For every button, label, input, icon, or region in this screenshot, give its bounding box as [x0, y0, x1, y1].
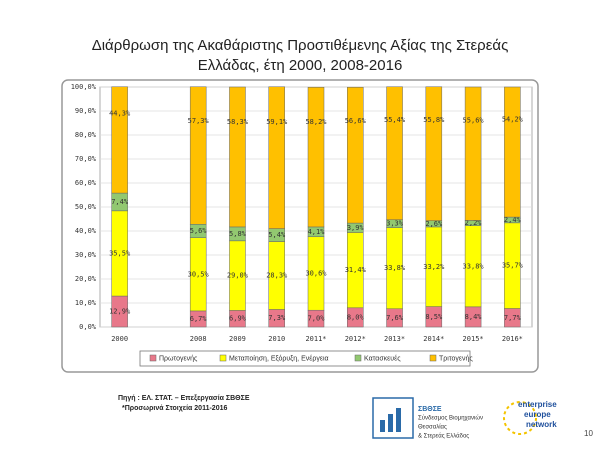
y-tick-label: 20,0%	[75, 275, 97, 283]
data-label: 55,4%	[384, 116, 406, 124]
bar-segment	[229, 86, 246, 228]
x-tick-label: 2008	[190, 335, 207, 343]
data-label: 8,5%	[425, 313, 443, 321]
data-label: 58,2%	[305, 118, 327, 126]
data-label: 59,1%	[266, 118, 288, 126]
logo-text: Σύνδεσμος Βιομηχανιών	[418, 416, 483, 422]
y-tick-label: 50,0%	[75, 203, 97, 211]
data-label: 5,6%	[190, 227, 208, 235]
y-tick-label: 10,0%	[75, 299, 97, 307]
data-label: 8,4%	[465, 313, 483, 321]
x-tick-label: 2011*	[305, 335, 326, 343]
source: Πηγή : ΕΛ. ΣΤΑΤ. – Επεξεργασία ΣΒΘΣΕ	[118, 395, 250, 402]
logo-shape	[396, 408, 401, 432]
logo-text: enterprise	[518, 400, 557, 409]
y-tick-label: 80,0%	[75, 131, 97, 139]
bar-segment	[425, 86, 443, 221]
data-label: 7,6%	[386, 314, 404, 322]
legend-swatch	[429, 354, 437, 362]
data-label: 8,0%	[347, 313, 365, 321]
data-label: 29,0%	[227, 272, 249, 280]
bar-segment	[111, 86, 128, 194]
data-label: 6,9%	[229, 315, 247, 323]
legend-label: Κατασκευές	[364, 354, 401, 362]
data-label: 3,9%	[347, 224, 365, 232]
legend-label: Πρωτογενής	[159, 355, 198, 362]
data-label: 7,7%	[504, 314, 522, 322]
x-tick-label: 2000	[111, 335, 128, 343]
data-label: 30,6%	[305, 269, 327, 277]
data-label: 54,2%	[502, 116, 524, 124]
note: *Προσωρινά Στοιχεία 2011-2016	[122, 405, 227, 412]
y-tick-label: 30,0%	[75, 251, 97, 259]
x-tick-label: 2010	[268, 335, 285, 343]
x-tick-label: 2013*	[384, 335, 405, 343]
data-label: 57,3%	[188, 117, 210, 125]
bar-segment	[268, 86, 285, 229]
logo-text: & Στερεάς Ελλάδος	[418, 433, 469, 440]
data-label: 30,5%	[188, 270, 210, 278]
title-line: Διάρθρωση της Ακαθάριστης Προστιθέμενης …	[92, 37, 509, 54]
logo-text: network	[526, 420, 557, 429]
data-label: 7,0%	[308, 315, 326, 323]
logo-shape	[380, 420, 385, 432]
data-label: 5,4%	[268, 231, 286, 239]
bar-segment	[386, 86, 403, 220]
y-tick-label: 0,0%	[79, 323, 97, 331]
y-tick-label: 40,0%	[75, 227, 97, 235]
bar-segment	[504, 86, 521, 218]
x-tick-label: 2009	[229, 335, 246, 343]
data-label: 2,2%	[465, 219, 483, 227]
bar-segment	[464, 86, 482, 221]
bar-segment	[307, 86, 325, 228]
legend-swatch	[354, 354, 362, 362]
legend-label: Μεταποίηση, Εξόρυξη, Ενέργεια	[229, 354, 329, 362]
x-tick-label: 2015*	[463, 335, 484, 343]
een-logo: enterprise europe network	[503, 400, 557, 435]
data-label: 35,5%	[109, 249, 131, 257]
data-label: 4,1%	[308, 228, 326, 236]
data-label: 33,2%	[423, 263, 445, 271]
logo-text: Θεσσαλίας	[418, 425, 447, 431]
data-label: 35,7%	[502, 262, 524, 270]
data-label: 31,4%	[345, 266, 367, 274]
data-label: 12,9%	[109, 308, 131, 316]
x-tick-label: 2012*	[345, 335, 366, 343]
logo-text: ΣΒΘΣΕ	[418, 406, 442, 413]
logo-ring	[503, 401, 537, 435]
data-label: 7,3%	[268, 314, 286, 322]
data-label: 6,7%	[190, 315, 208, 323]
legend-label: Τριτογενής	[439, 355, 473, 362]
logo-shape	[388, 414, 393, 432]
y-tick-label: 100,0%	[71, 83, 97, 91]
y-tick-label: 90,0%	[75, 107, 97, 115]
data-label: 55,8%	[423, 116, 445, 124]
page-number: 10	[584, 429, 593, 438]
legend-swatch	[149, 354, 157, 362]
title-line: Ελλάδας, έτη 2000, 2008-2016	[198, 57, 403, 74]
data-label: 58,3%	[227, 118, 249, 126]
x-tick-label: 2014*	[423, 335, 444, 343]
data-label: 7,4%	[111, 198, 129, 206]
data-label: 56,6%	[345, 117, 367, 125]
x-tick-label: 2016*	[502, 335, 523, 343]
data-label: 33,8%	[463, 262, 485, 270]
data-label: 44,3%	[109, 109, 131, 117]
data-label: 2,4%	[504, 216, 522, 224]
bar-segment	[347, 86, 364, 224]
data-label: 3,3%	[386, 220, 404, 228]
sbthse-logo: ΣΒΘΣΕ Σύνδεσμος Βιομηχανιών Θεσσαλίας & …	[372, 397, 483, 440]
data-label: 55,6%	[463, 116, 485, 124]
data-label: 28,3%	[266, 272, 288, 280]
data-label: 5,8%	[229, 230, 247, 238]
data-label: 2,6%	[425, 220, 443, 228]
bar-segment	[189, 86, 207, 225]
data-label: 33,8%	[384, 264, 406, 272]
y-tick-label: 60,0%	[75, 179, 97, 187]
legend-swatch	[219, 354, 227, 362]
y-tick-label: 70,0%	[75, 155, 97, 163]
logo-text: europe	[524, 410, 551, 419]
